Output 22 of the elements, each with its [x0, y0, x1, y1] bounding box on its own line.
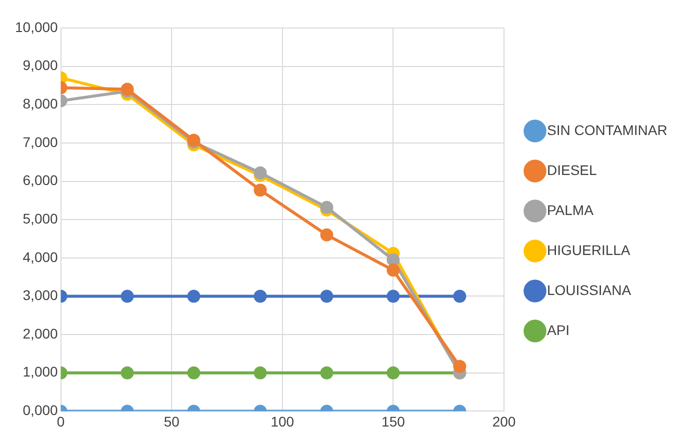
y-tick-label: 8,000 — [22, 96, 58, 112]
y-tick-label: 0,000 — [22, 402, 58, 418]
y-tick-label: 10,000 — [14, 18, 58, 35]
x-tick-label: 200 — [492, 413, 516, 430]
x-tick-label: 100 — [270, 413, 294, 430]
y-tick-label: 7,000 — [22, 134, 58, 150]
legend-label: PALMA — [547, 202, 594, 218]
x-tick-label: 50 — [164, 413, 180, 430]
y-tick-label: 5,000 — [22, 210, 58, 226]
legend-label: HIGUERILLA — [547, 242, 631, 258]
y-tick-label: 9,000 — [22, 57, 58, 74]
y-tick-label: 6,000 — [22, 172, 58, 188]
y-tick-label: 2,000 — [22, 325, 58, 342]
legend-label: DIESEL — [547, 162, 598, 178]
x-tick-label: 150 — [382, 413, 406, 430]
legend-label: SIN CONTAMINAR — [547, 122, 668, 138]
x-tick-label: 0 — [56, 413, 65, 430]
y-tick-label: 4,000 — [22, 248, 58, 265]
y-tick-label: 1,000 — [22, 364, 58, 380]
legend-label: LOUISSIANA — [547, 282, 632, 298]
legend-label: API — [547, 322, 570, 338]
y-tick-label: 3,000 — [22, 287, 58, 304]
